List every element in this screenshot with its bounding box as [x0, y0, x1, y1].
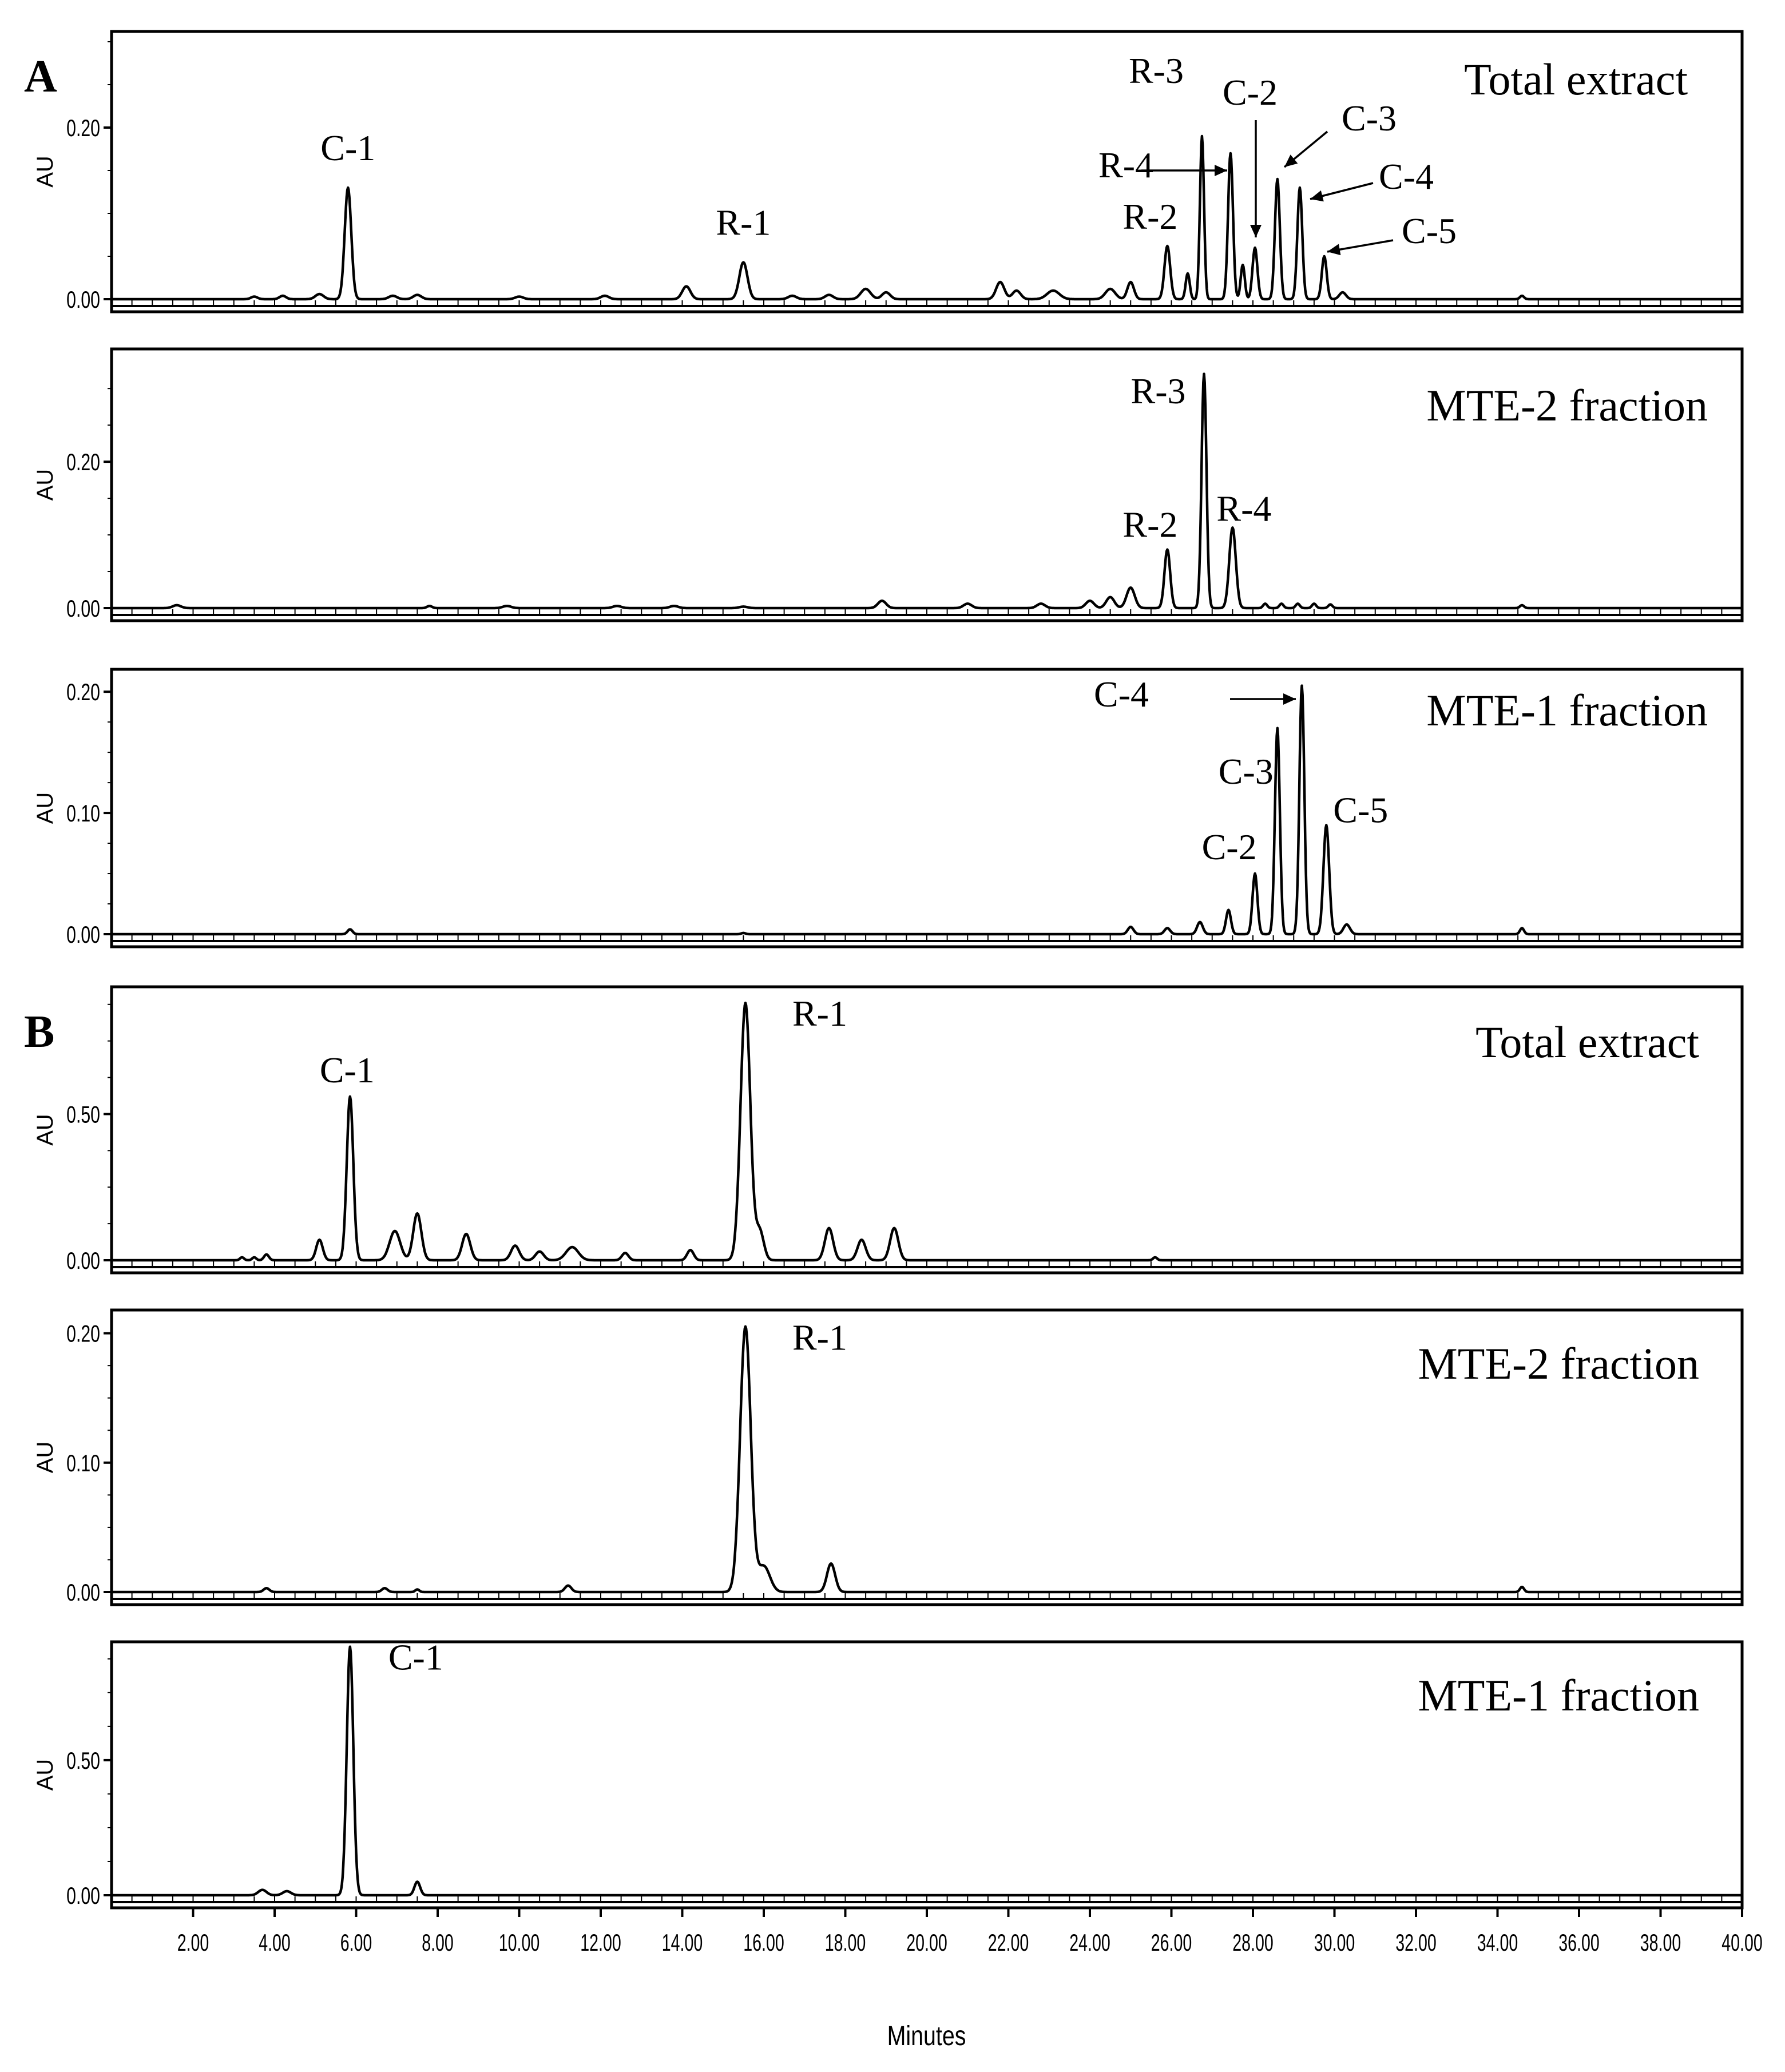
y-axis-label: AU [33, 1442, 58, 1474]
chromatogram-panel: 0.00 0.20 AU MTE-2 fraction R-2 R-3 R-4 [33, 347, 1744, 622]
peak-label: C-1 [320, 128, 375, 168]
peak-label: R-3 [1131, 371, 1186, 411]
chromatogram-trace [110, 1645, 1743, 1897]
chromatogram-trace [110, 1001, 1743, 1262]
peak-label: R-4 [1216, 488, 1271, 529]
peak-label: R-4 [1098, 145, 1153, 185]
chromatogram-panel: 0.00 0.10 0.20 AU MTE-2 fraction R-1 [33, 1308, 1744, 1606]
peak-label: R-1 [792, 1317, 847, 1357]
x-tick-label: 38.00 [1640, 1928, 1681, 1956]
x-tick-label: 24.00 [1069, 1928, 1110, 1956]
peak-arrowhead [1284, 154, 1298, 167]
y-tick-label: 0.00 [66, 286, 100, 313]
peak-arrowhead [1215, 165, 1227, 176]
chromatogram-trace [110, 1325, 1743, 1594]
y-axis-label: AU [33, 792, 58, 824]
plot-frame [110, 30, 1744, 313]
y-tick-label: 0.50 [66, 1101, 100, 1128]
y-tick-label: 0.10 [66, 1450, 100, 1476]
peak-label: C-4 [1379, 156, 1434, 197]
panel-title: MTE-1 fraction [1418, 1670, 1699, 1720]
shared-x-axis: 2.00 4.00 6.00 8.00 10.00 12.00 14.00 16.00 18.0… [177, 1908, 1763, 1956]
x-axis-label: Minutes [887, 2021, 966, 2051]
x-tick-label: 16.00 [743, 1928, 784, 1956]
peak-label: C-1 [388, 1637, 443, 1678]
plot-frame [110, 985, 1744, 1275]
panel-title: MTE-1 fraction [1426, 685, 1708, 735]
plot-frame [110, 668, 1744, 948]
chromatogram-trace [110, 372, 1743, 610]
x-tick-label: 18.00 [825, 1928, 866, 1956]
y-tick-label: 0.10 [66, 800, 100, 827]
chromatogram-panel: 0.00 0.20 AU Total extract A C-1 R-1 R-2 R-3 R-4 C… [24, 30, 1744, 313]
peak-arrowhead [1327, 244, 1341, 256]
x-tick-label: 26.00 [1151, 1928, 1192, 1956]
y-axis-label: AU [33, 156, 58, 188]
y-tick-label: 0.20 [66, 1320, 100, 1347]
peak-arrowhead [1310, 190, 1324, 202]
chromatogram-trace [110, 684, 1743, 936]
peak-label: R-3 [1129, 50, 1184, 91]
peak-arrowhead [1250, 225, 1262, 237]
x-tick-label: 30.00 [1314, 1928, 1355, 1956]
y-tick-label: 0.00 [66, 595, 100, 622]
x-tick-label: 10.00 [499, 1928, 540, 1956]
x-tick-label: 12.00 [580, 1928, 621, 1956]
x-tick-label: 32.00 [1395, 1928, 1436, 1956]
y-axis-label: AU [33, 1114, 58, 1146]
y-tick-label: 0.20 [66, 114, 100, 141]
peak-label: C-2 [1223, 72, 1278, 113]
chromatogram-trace [110, 134, 1743, 301]
x-tick-label: 34.00 [1477, 1928, 1518, 1956]
y-axis-label: AU [33, 1759, 58, 1791]
panel-title: MTE-2 fraction [1418, 1339, 1699, 1388]
x-tick-label: 40.00 [1721, 1928, 1762, 1956]
y-tick-label: 0.00 [66, 921, 100, 948]
peak-label: R-2 [1122, 505, 1177, 545]
x-tick-label: 20.00 [906, 1928, 947, 1956]
x-tick-label: 8.00 [422, 1928, 454, 1956]
x-tick-label: 14.00 [662, 1928, 703, 1956]
chromatogram-panel: 0.00 0.50 AU Total extract B C-1 R-1 [24, 985, 1744, 1275]
x-tick-label: 28.00 [1232, 1928, 1273, 1956]
y-tick-label: 0.00 [66, 1247, 100, 1274]
peak-arrowhead [1283, 693, 1296, 705]
y-tick-label: 0.20 [66, 448, 100, 475]
plot-frame [110, 347, 1744, 622]
x-tick-label: 36.00 [1558, 1928, 1599, 1956]
y-tick-label: 0.20 [66, 678, 100, 705]
chromatogram-panel: 0.00 0.10 0.20 AU MTE-1 fraction C-2 C-3 C-4 C-5 [33, 668, 1744, 948]
x-tick-label: 22.00 [988, 1928, 1029, 1956]
peak-label: C-1 [320, 1050, 375, 1090]
peak-label: C-5 [1402, 211, 1457, 251]
panel-title: Total extract [1464, 54, 1688, 104]
peak-label: C-3 [1219, 751, 1274, 792]
peak-label: R-1 [716, 203, 771, 243]
y-tick-label: 0.00 [66, 1579, 100, 1606]
y-tick-label: 0.50 [66, 1747, 100, 1774]
panel-title: Total extract [1475, 1017, 1699, 1067]
x-tick-label: 6.00 [340, 1928, 372, 1956]
peak-label: C-2 [1202, 827, 1257, 867]
section-label: B [24, 1007, 54, 1057]
panel-title: MTE-2 fraction [1426, 380, 1708, 430]
plot-frame [110, 1308, 1744, 1606]
x-tick-label: 4.00 [259, 1928, 291, 1956]
y-tick-label: 0.00 [66, 1882, 100, 1909]
x-tick-label: 2.00 [177, 1928, 209, 1956]
peak-label: C-5 [1333, 789, 1388, 830]
peak-label: C-4 [1094, 674, 1149, 715]
peak-label: R-2 [1122, 196, 1177, 237]
peak-label: C-3 [1342, 98, 1397, 138]
y-axis-label: AU [33, 469, 58, 501]
section-label: A [24, 51, 57, 102]
peak-label: R-1 [792, 993, 847, 1034]
